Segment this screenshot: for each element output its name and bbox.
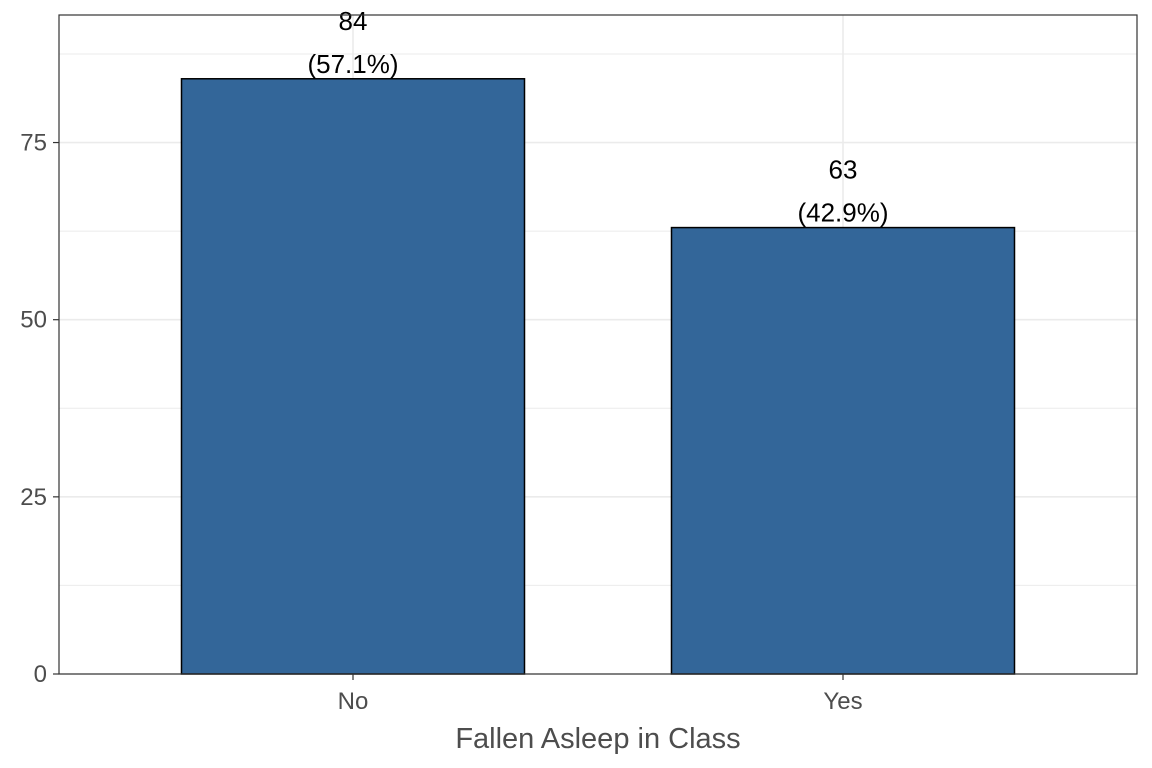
x-axis-title: Fallen Asleep in Class <box>455 723 740 755</box>
y-axis: 0 25 50 75 <box>20 130 59 688</box>
data-label-percent: (42.9%) <box>797 198 888 228</box>
data-label-count: 63 <box>829 155 858 185</box>
data-label-percent: (57.1%) <box>307 49 398 79</box>
bar-yes <box>670 226 1016 675</box>
data-label-count: 84 <box>339 6 368 36</box>
bar-no <box>180 78 526 675</box>
y-tick-label: 75 <box>20 130 47 157</box>
x-axis: No Yes <box>338 674 863 715</box>
panel-border <box>58 14 1138 675</box>
x-tick-label: Yes <box>823 688 862 715</box>
x-tick-label: No <box>338 688 369 715</box>
y-tick-label: 25 <box>20 484 47 511</box>
y-tick-label: 50 <box>20 307 47 334</box>
data-labels: 84 (57.1%) 63 (42.9%) <box>307 6 888 228</box>
bars <box>180 78 1016 675</box>
y-tick-label: 0 <box>34 661 47 688</box>
